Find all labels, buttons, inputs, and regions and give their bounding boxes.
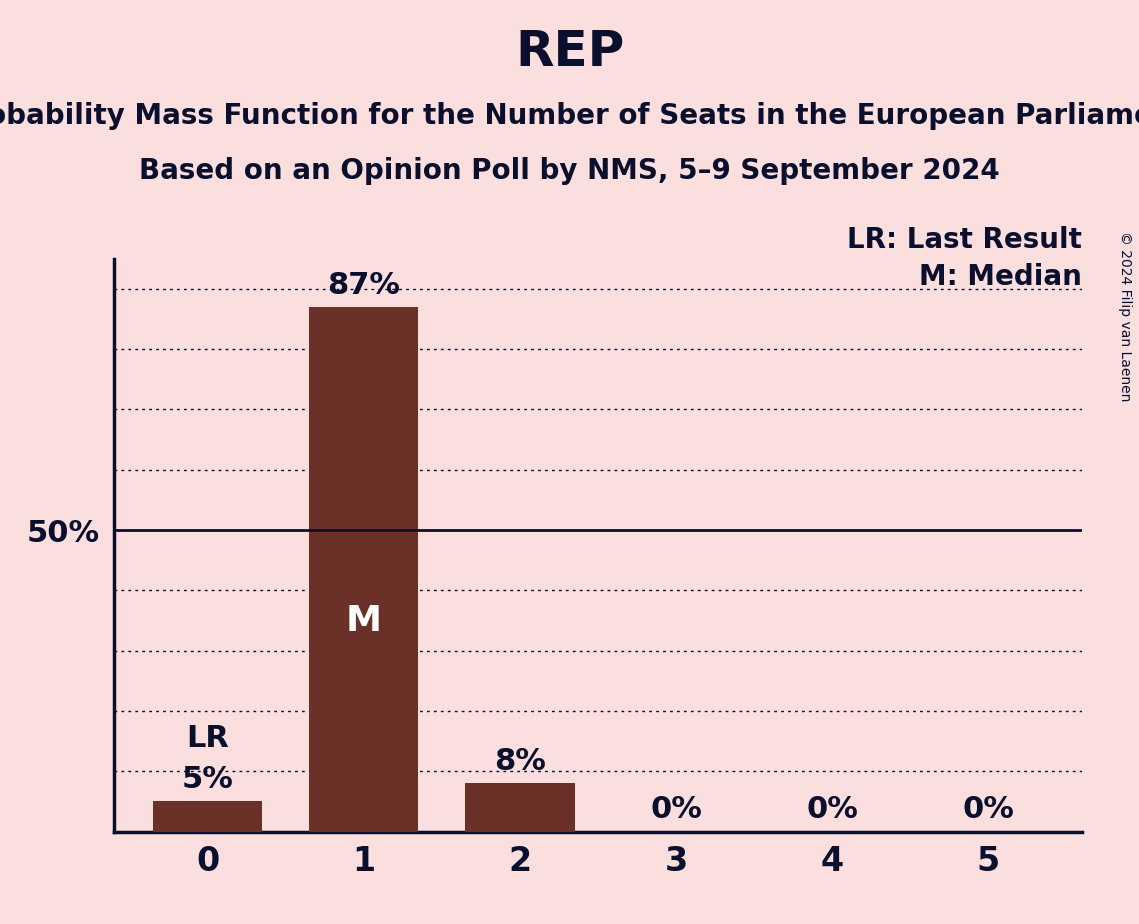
Bar xyxy=(309,307,418,832)
Text: M: Median: M: Median xyxy=(919,263,1082,291)
Text: 0%: 0% xyxy=(806,796,858,824)
Text: 8%: 8% xyxy=(494,748,546,776)
Text: 5%: 5% xyxy=(181,765,233,795)
Text: REP: REP xyxy=(515,28,624,76)
Text: Based on an Opinion Poll by NMS, 5–9 September 2024: Based on an Opinion Poll by NMS, 5–9 Sep… xyxy=(139,157,1000,185)
Text: LR: LR xyxy=(186,724,229,753)
Text: 0%: 0% xyxy=(962,796,1015,824)
Text: M: M xyxy=(346,603,382,638)
Bar xyxy=(465,784,574,832)
Text: 87%: 87% xyxy=(327,271,400,299)
Text: 0%: 0% xyxy=(650,796,702,824)
Text: LR: Last Result: LR: Last Result xyxy=(847,226,1082,254)
Text: Probability Mass Function for the Number of Seats in the European Parliament: Probability Mass Function for the Number… xyxy=(0,102,1139,129)
Text: © 2024 Filip van Laenen: © 2024 Filip van Laenen xyxy=(1118,231,1132,401)
Bar xyxy=(153,801,262,832)
